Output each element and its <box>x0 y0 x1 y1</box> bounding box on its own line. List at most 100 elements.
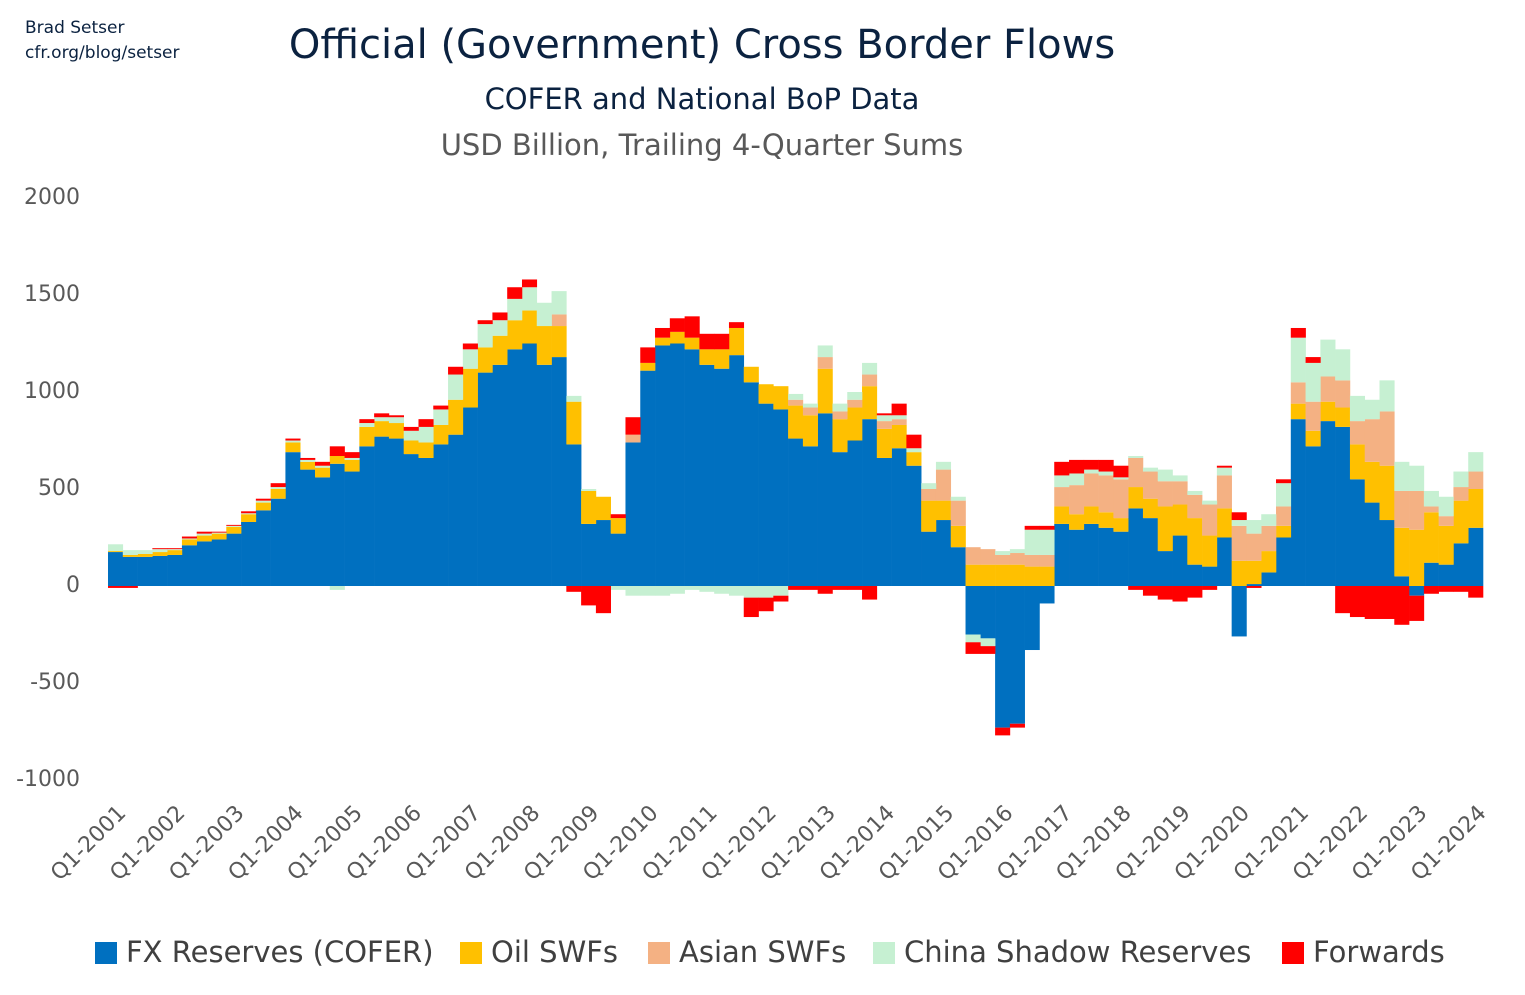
bar-segment <box>1039 566 1055 586</box>
bar-segment <box>1083 506 1099 524</box>
bar-segment <box>314 461 331 466</box>
bar-segment <box>1453 500 1469 544</box>
bar-segment <box>374 413 390 418</box>
bar-segment <box>758 384 774 404</box>
bar-segment <box>1246 533 1262 561</box>
bar-segment <box>211 532 227 534</box>
bar-segment <box>891 415 907 420</box>
bar-segment <box>152 548 168 550</box>
bar-segment <box>1335 586 1351 614</box>
bar-segment <box>788 399 804 406</box>
bar-segment <box>625 586 641 596</box>
bar-segment <box>1364 461 1380 503</box>
bar-segment <box>1142 471 1159 499</box>
bar-segment <box>1098 471 1114 476</box>
bar-segment <box>1335 407 1351 427</box>
bar-segment <box>521 310 538 344</box>
bar-segment <box>935 461 952 470</box>
bar-segment <box>122 556 138 586</box>
bar-segment <box>581 489 597 491</box>
bar-segment <box>551 357 567 586</box>
author: Brad Setser <box>25 18 125 38</box>
bar-segment <box>388 417 404 424</box>
bar-segment <box>1394 461 1410 491</box>
bar-segment <box>1083 469 1099 474</box>
y-tick-label: -500 <box>30 670 80 695</box>
bar-segment <box>1364 586 1380 619</box>
bar-segment <box>995 727 1011 736</box>
bar-segment <box>950 525 966 548</box>
bar-segment <box>255 500 271 503</box>
bar-segment <box>610 518 626 534</box>
bar-segment <box>876 415 892 422</box>
bar-segment <box>1438 496 1454 517</box>
bar-segment <box>743 586 759 598</box>
bar-segment <box>1394 527 1410 577</box>
legend-swatch <box>648 942 670 964</box>
bar-segment <box>521 279 538 288</box>
bar-segment <box>1157 551 1173 586</box>
bar-segment <box>226 525 242 527</box>
bar-segment <box>714 368 730 586</box>
bar-segment <box>728 586 745 596</box>
bar-segment <box>270 487 286 489</box>
bar-segment <box>374 421 390 437</box>
bar-segment <box>1320 339 1336 377</box>
bar-segment <box>1187 564 1203 586</box>
bar-segment <box>728 322 745 328</box>
bar-segment <box>1024 566 1040 586</box>
bar-segment <box>521 287 538 311</box>
bar-segment <box>669 331 685 344</box>
bar-segment <box>551 314 567 327</box>
bar-segment <box>581 586 597 606</box>
bar-segment <box>862 362 878 375</box>
bar-segment <box>655 337 671 346</box>
bar-segment <box>980 586 996 639</box>
bar-segment <box>359 446 375 586</box>
bar-segment <box>1231 525 1247 561</box>
bar-segment <box>921 483 937 489</box>
bar-segment <box>226 533 242 586</box>
bar-segment <box>1098 512 1114 528</box>
bar-segment <box>1379 520 1395 586</box>
chart-subtitle: USD Billion, Trailing 4-Quarter Sums <box>441 128 964 162</box>
bar-segment <box>625 434 641 443</box>
bar-segment <box>891 448 907 586</box>
legend-label: Oil SWFs <box>491 935 618 969</box>
bar-segment <box>1246 560 1262 585</box>
bar-segment <box>935 469 952 501</box>
bar-segment <box>344 457 360 460</box>
bar-segment <box>255 510 271 586</box>
bar-segment <box>1202 500 1218 505</box>
bar-segment <box>995 564 1011 586</box>
bar-segment <box>1394 490 1410 528</box>
bar-segment <box>1320 421 1336 586</box>
bar-segment <box>714 349 730 369</box>
bar-segment <box>1024 525 1040 530</box>
bar-segment <box>1024 554 1040 567</box>
bar-segment <box>181 539 198 546</box>
bar-segment <box>862 386 878 420</box>
bar-segment <box>817 368 833 414</box>
bar-segment <box>241 511 257 514</box>
bar-segment <box>728 327 745 356</box>
bar-segment <box>995 586 1011 728</box>
bar-segment <box>817 357 833 369</box>
bar-segment <box>1335 426 1351 586</box>
bar-segment <box>802 407 818 416</box>
bar-segment <box>1098 459 1114 472</box>
bar-segment <box>1202 586 1218 590</box>
bar-segment <box>610 586 626 590</box>
bar-segment <box>433 405 449 410</box>
bar-segment <box>847 586 863 590</box>
bar-segment <box>477 324 493 348</box>
bar-segment <box>1113 477 1129 480</box>
bar-segment <box>1379 465 1395 521</box>
bar-segment <box>1069 459 1085 474</box>
bar-segment <box>669 343 685 586</box>
bar-segment <box>1202 535 1218 567</box>
bar-segment <box>906 434 922 449</box>
bar-segment <box>847 392 863 400</box>
bar-segment <box>876 413 892 416</box>
bar-segment <box>1349 421 1366 445</box>
